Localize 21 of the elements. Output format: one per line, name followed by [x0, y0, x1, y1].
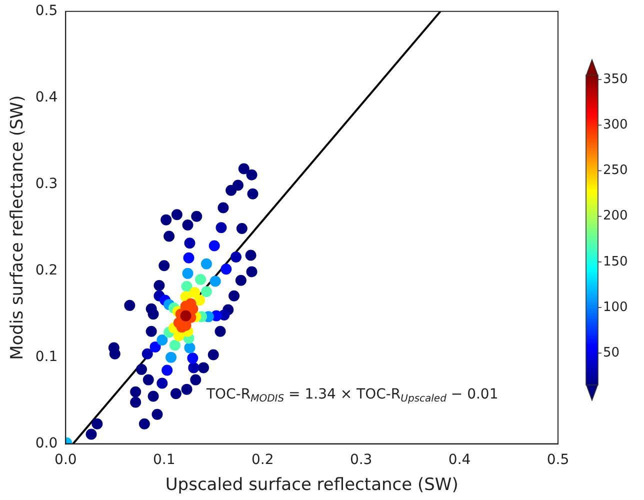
x-tick-label: 0.4 [448, 452, 471, 468]
x-tick-label: 0.0 [54, 452, 77, 468]
color-bar-label: 200 [603, 208, 628, 224]
color-bar-label: 300 [603, 118, 628, 133]
x-tick-label: 0.2 [251, 452, 274, 468]
color-bar-label: 250 [603, 163, 628, 178]
color-bar-label: 100 [603, 300, 628, 315]
x-tick-label: 0.1 [153, 452, 176, 468]
y-tick-label: 0.2 [35, 262, 58, 278]
y-tick-label: 0.3 [35, 176, 58, 192]
y-tick-label: 0.5 [35, 3, 58, 20]
y-axis-title: Modis surface reflectance (SW) [8, 95, 28, 360]
x-tick-label: 0.3 [350, 452, 372, 468]
y-tick-label: 0.1 [35, 348, 58, 365]
color-bar-label: 50 [603, 345, 620, 360]
y-tick-label: 0.4 [35, 90, 58, 106]
color-bar-label: 150 [603, 254, 628, 270]
color-bar-label: 350 [603, 72, 628, 87]
y-tick-label: 0.0 [35, 435, 58, 452]
x-tick-label: 0.5 [546, 452, 570, 468]
x-axis-title: Upscaled surface reflectance (SW) [165, 475, 458, 496]
